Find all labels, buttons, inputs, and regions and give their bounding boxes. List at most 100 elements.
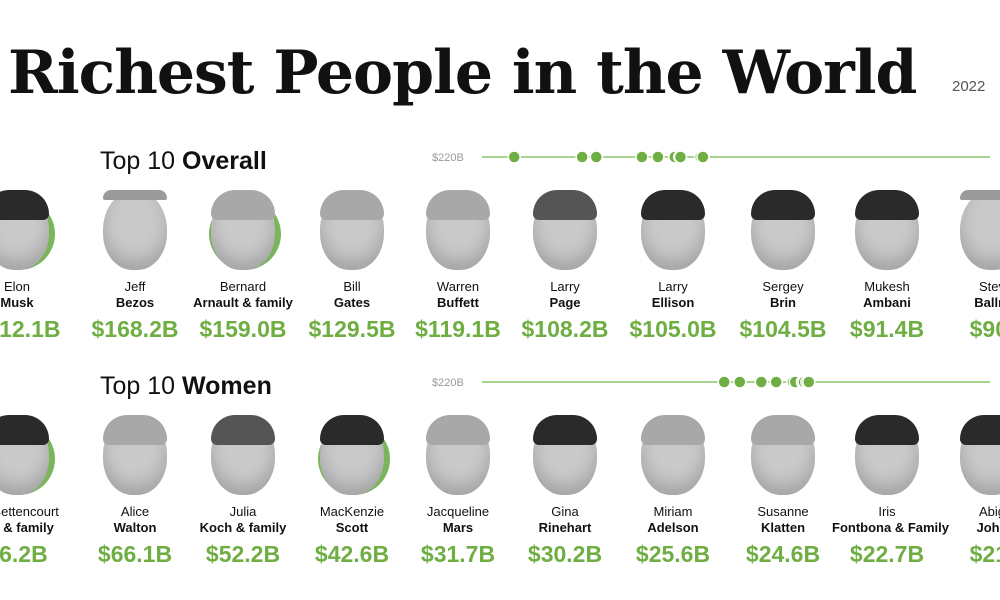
person-card: Warren Buffett $119.1B bbox=[403, 190, 513, 344]
section-title-keyword: Overall bbox=[182, 147, 267, 175]
person-first-name: Bernard bbox=[219, 279, 267, 294]
net-worth-value: $21. bbox=[969, 541, 1000, 567]
section-title: Top 10 Overall bbox=[100, 146, 267, 176]
person-last-name: Scott bbox=[335, 520, 369, 535]
net-worth-dots bbox=[507, 150, 710, 164]
net-worth-track-svg: $220B bbox=[432, 375, 990, 389]
person-card: StevBallm $90. bbox=[937, 190, 1000, 344]
net-worth-value: $25.6B bbox=[635, 541, 711, 567]
portrait-photo bbox=[847, 190, 927, 276]
person-last-name: Mars bbox=[442, 520, 474, 535]
person-first-name: Alice bbox=[120, 504, 150, 519]
person-last-name: Arnault & family bbox=[193, 295, 293, 310]
portrait-photo bbox=[0, 415, 57, 501]
net-worth-track-svg: $220B bbox=[432, 150, 990, 164]
portrait-photo bbox=[95, 190, 175, 276]
net-worth-value: $104.5B bbox=[739, 316, 827, 342]
person-first-name: MacKenzie bbox=[319, 504, 385, 519]
net-worth-value: $31.7B bbox=[420, 541, 496, 567]
portrait-icon bbox=[641, 190, 705, 270]
net-worth-dot bbox=[769, 375, 783, 389]
portrait-photo bbox=[952, 190, 1000, 276]
person-card: Jacqueline Mars $31.7B bbox=[403, 415, 513, 569]
person-last-name: Page bbox=[549, 295, 581, 310]
net-worth-value: $168.2B bbox=[91, 316, 179, 342]
person-card: Jeff Bezos $168.2B bbox=[80, 190, 190, 344]
person-first-name: Jacqueline bbox=[426, 504, 490, 519]
net-worth-dot bbox=[635, 150, 649, 164]
net-worth-value: $42.6B bbox=[314, 541, 390, 567]
portrait-photo bbox=[633, 415, 713, 501]
net-worth-value: $105.0B bbox=[629, 316, 717, 342]
person-card: Miriam Adelson $25.6B bbox=[618, 415, 728, 569]
portrait-photo bbox=[847, 415, 927, 501]
portrait-icon bbox=[855, 190, 919, 270]
net-worth-track: $220B bbox=[420, 371, 1000, 395]
net-worth-dot bbox=[717, 375, 731, 389]
person-first-name: Stev bbox=[978, 279, 1000, 294]
person-first-name: Julia bbox=[229, 504, 257, 519]
person-last-name: Ellison bbox=[651, 295, 695, 310]
person-card: Sergey Brin $104.5B bbox=[728, 190, 838, 344]
portrait-icon bbox=[533, 415, 597, 495]
person-last-name: Walton bbox=[113, 520, 157, 535]
person-card: se Bettencourters & family 76.2B bbox=[0, 415, 72, 569]
person-card: Bernard Arnault & family $159.0B bbox=[188, 190, 298, 344]
net-worth-dot bbox=[651, 150, 665, 164]
person-card: AbigJohn $21. bbox=[937, 415, 1000, 569]
portrait-photo bbox=[312, 415, 392, 501]
portrait-photo bbox=[418, 415, 498, 501]
net-worth-value: $159.0B bbox=[199, 316, 287, 342]
person-card: MacKenzie Scott $42.6B bbox=[297, 415, 407, 569]
net-worth-dot bbox=[696, 150, 710, 164]
portrait-photo bbox=[203, 415, 283, 501]
person-first-name: Abig bbox=[978, 504, 1000, 519]
net-worth-value: $22.7B bbox=[849, 541, 925, 567]
portrait-icon bbox=[751, 190, 815, 270]
portrait-icon bbox=[103, 190, 167, 270]
portrait-photo bbox=[203, 190, 283, 276]
person-first-name: Larry bbox=[550, 279, 580, 294]
person-last-name: Fontbona & Family bbox=[832, 520, 949, 535]
axis-max-label: $220B bbox=[432, 377, 464, 389]
person-first-name: Miriam bbox=[653, 504, 693, 519]
person-first-name: Sergey bbox=[762, 279, 804, 294]
person-first-name: Bill bbox=[343, 279, 361, 294]
person-card: Iris Fontbona & Family $22.7B bbox=[832, 415, 949, 569]
person-first-name: Jeff bbox=[124, 279, 146, 294]
net-worth-dot bbox=[575, 150, 589, 164]
portrait-icon bbox=[320, 190, 384, 270]
portrait-icon bbox=[855, 415, 919, 495]
portrait-icon bbox=[211, 190, 275, 270]
portrait-icon bbox=[641, 415, 705, 495]
person-first-name: Mukesh bbox=[864, 279, 910, 294]
person-last-name: Koch & family bbox=[199, 520, 287, 535]
section-title-prefix: Top 10 bbox=[100, 372, 183, 400]
net-worth-value: $108.2B bbox=[521, 316, 609, 342]
portrait-icon bbox=[211, 415, 275, 495]
portrait-photo bbox=[418, 190, 498, 276]
portrait-icon bbox=[320, 415, 384, 495]
person-last-name: ers & family bbox=[0, 520, 54, 535]
net-worth-dot bbox=[673, 150, 688, 164]
person-card: Alice Walton $66.1B bbox=[80, 415, 190, 569]
portrait-photo bbox=[0, 190, 57, 276]
portrait-photo bbox=[312, 190, 392, 276]
section-title-prefix: Top 10 bbox=[100, 147, 183, 175]
portrait-photo bbox=[525, 190, 605, 276]
net-worth-value: $24.6B bbox=[745, 541, 821, 567]
net-worth-dot bbox=[589, 150, 604, 164]
portrait-photo bbox=[95, 415, 175, 501]
person-last-name: Bezos bbox=[115, 295, 155, 310]
year-label: 2022 bbox=[952, 78, 986, 95]
portrait-photo bbox=[525, 415, 605, 501]
net-worth-dot bbox=[733, 375, 747, 389]
net-worth-dot bbox=[754, 375, 769, 389]
person-card: Mukesh Ambani $91.4B bbox=[832, 190, 942, 344]
net-worth-dot bbox=[802, 375, 816, 389]
person-card: Larry Page $108.2B bbox=[510, 190, 620, 344]
person-last-name: Buffett bbox=[437, 295, 479, 310]
person-card: Bill Gates $129.5B bbox=[297, 190, 407, 344]
net-worth-value: $90. bbox=[969, 316, 1000, 342]
